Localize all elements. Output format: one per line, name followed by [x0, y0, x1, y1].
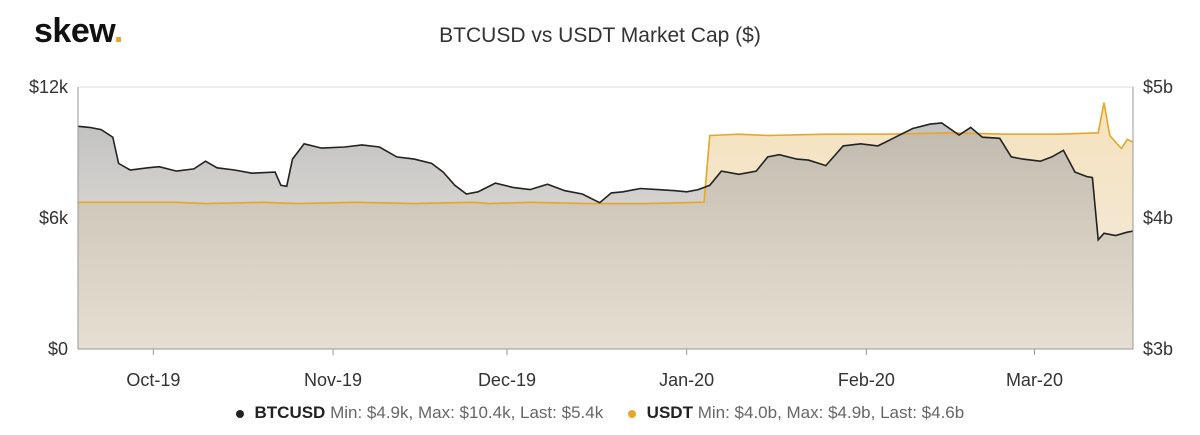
- y-right-tick-label: $5b: [1143, 77, 1173, 97]
- usdt-swatch-icon: [627, 409, 636, 418]
- chart-title: BTCUSD vs USDT Market Cap ($): [439, 24, 761, 47]
- legend-stats-usdt: Min: $4.0b, Max: $4.9b, Last: $4.6b: [697, 403, 965, 422]
- legend-item-usdt[interactable]: USDT Min: $4.0b, Max: $4.9b, Last: $4.6b: [627, 403, 965, 423]
- y-left-tick-label: $12k: [29, 77, 69, 97]
- btcusd-line: [77, 122, 1134, 242]
- x-tick-label: Mar-20: [1006, 370, 1063, 390]
- skew-logo: skew.: [34, 12, 123, 50]
- usdt-line: [78, 102, 1134, 205]
- x-tick-label: Nov-19: [304, 370, 362, 390]
- y-right-tick-label: $3b: [1143, 339, 1173, 359]
- btcusd-area: [78, 123, 1133, 349]
- legend-item-btcusd[interactable]: BTCUSD Min: $4.9k, Max: $10.4k, Last: $5…: [235, 403, 604, 423]
- series-lines: [77, 102, 1134, 242]
- x-tick-label: Dec-19: [478, 370, 536, 390]
- series-areas: [78, 102, 1133, 349]
- y-right-tick-label: $4b: [1143, 208, 1173, 228]
- y-left-tick-label: $0: [48, 339, 68, 359]
- btcusd-swatch-icon: [235, 409, 244, 418]
- x-tick-label: Jan-20: [659, 370, 714, 390]
- x-tick-label: Oct-19: [126, 370, 180, 390]
- legend-name-btcusd: BTCUSD: [254, 403, 326, 422]
- x-tick-label: Feb-20: [838, 370, 895, 390]
- legend-stats-btcusd: Min: $4.9k, Max: $10.4k, Last: $5.4k: [330, 403, 604, 422]
- y-left-tick-label: $6k: [39, 208, 69, 228]
- axes: $0 $6k $12k $3b $4b $5b Oct-19 Nov-19 Dec-19 Jan-…: [29, 77, 1173, 390]
- legend-name-usdt: USDT: [646, 403, 693, 422]
- legend: BTCUSD Min: $4.9k, Max: $10.4k, Last: $5…: [0, 403, 1200, 423]
